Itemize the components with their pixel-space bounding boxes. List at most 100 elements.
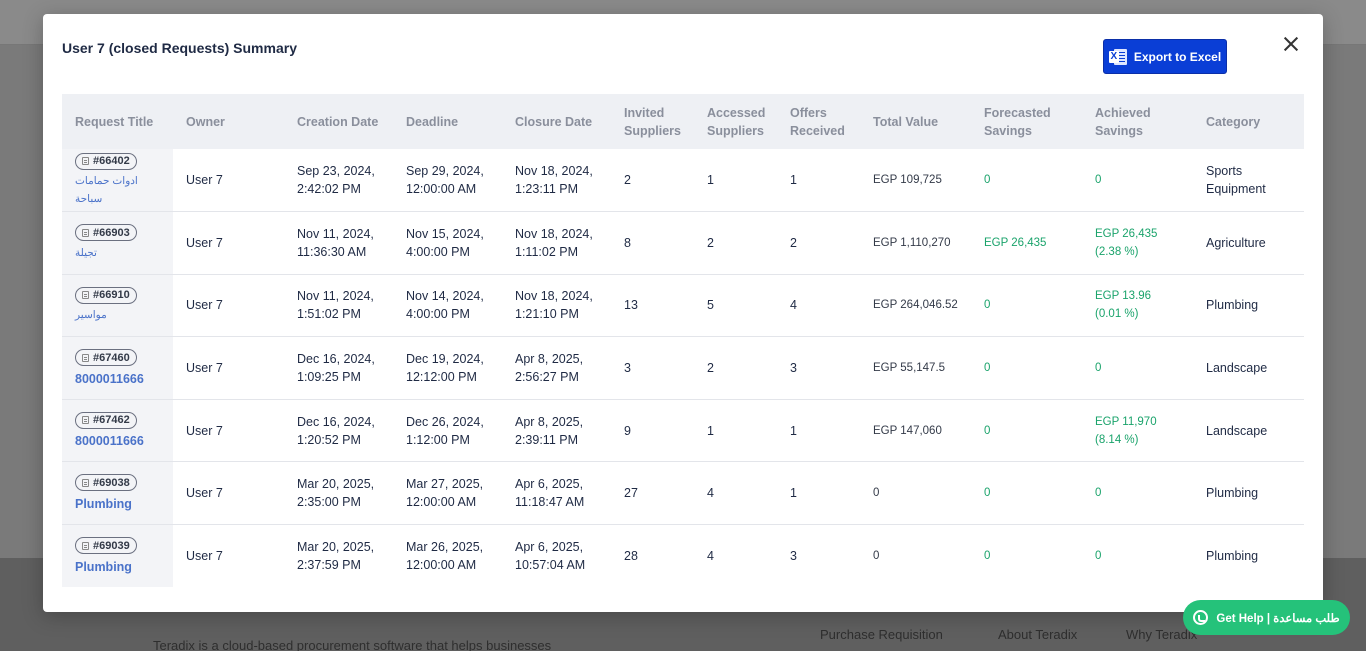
request-title-cell: #66910 مواسير: [62, 274, 173, 337]
deadline-cell: Dec 26, 2024, 1:12:00 PM: [406, 414, 484, 447]
creation-date-cell: Dec 16, 2024, 1:09:25 PM: [297, 352, 375, 385]
document-icon: [82, 541, 89, 550]
creation-date-cell: Dec 16, 2024, 1:20:52 PM: [297, 414, 375, 447]
achieved-savings-cell: EGP 13.96 (0.01 %): [1095, 290, 1152, 321]
accessed-suppliers-cell: 4: [707, 486, 714, 501]
export-to-excel-button[interactable]: X Export to Excel: [1103, 39, 1227, 74]
closure-date-cell: Nov 18, 2024, 1:21:10 PM: [515, 289, 593, 322]
table-row: #66402 ادوات حمامات سباحة User 7 Sep 23,…: [62, 149, 1304, 212]
total-value-cell: EGP 264,046.52: [873, 299, 958, 312]
get-help-button[interactable]: Get Help | طلب مساعدة: [1183, 600, 1350, 635]
request-id-badge[interactable]: #67460: [75, 349, 137, 367]
table-header-row: Request Title Owner Creation Date Deadli…: [62, 94, 1304, 149]
achieved-savings-cell: 0: [1095, 550, 1102, 563]
accessed-suppliers-cell: 1: [707, 423, 714, 438]
request-id: #69038: [93, 476, 130, 489]
total-value-cell: EGP 109,725: [873, 174, 942, 187]
request-id: #67460: [93, 351, 130, 364]
request-name-link[interactable]: 8000011666: [75, 434, 144, 449]
request-id-badge[interactable]: #66402: [75, 152, 137, 170]
requests-table: Request Title Owner Creation Date Deadli…: [62, 94, 1304, 588]
header-accessed-suppliers: Accessed Suppliers: [707, 105, 766, 138]
request-title-cell: #67460 8000011666: [62, 336, 173, 400]
accessed-suppliers-cell: 2: [707, 235, 714, 250]
achieved-savings-cell: EGP 11,970 (8.14 %): [1095, 415, 1157, 446]
category-cell: Plumbing: [1206, 298, 1259, 313]
forecasted-savings-cell: 0: [984, 299, 991, 312]
owner-cell: User 7: [186, 298, 223, 313]
request-id-badge[interactable]: #69039: [75, 537, 137, 555]
request-id-badge[interactable]: #69038: [75, 474, 137, 492]
document-icon: [82, 228, 89, 237]
header-invited-suppliers: Invited Suppliers: [624, 105, 681, 138]
deadline-cell: Sep 29, 2024, 12:00:00 AM: [406, 164, 484, 197]
achieved-savings-cell: 0: [1095, 362, 1102, 375]
creation-date-cell: Mar 20, 2025, 2:37:59 PM: [297, 540, 375, 573]
whatsapp-icon: [1193, 610, 1209, 625]
table-row: #67460 8000011666 User 7 Dec 16, 2024, 1…: [62, 336, 1304, 400]
request-name-link[interactable]: Plumbing: [75, 559, 132, 574]
close-icon[interactable]: [1281, 34, 1301, 54]
request-title-cell: #69039 Plumbing: [62, 524, 173, 588]
category-cell: Plumbing: [1206, 486, 1259, 501]
header-forecasted-savings: Forecasted Savings: [984, 105, 1051, 138]
total-value-cell: EGP 147,060: [873, 424, 942, 437]
achieved-savings-cell: EGP 26,435 (2.38 %): [1095, 227, 1158, 258]
request-id-badge[interactable]: #66910: [75, 286, 137, 304]
export-button-label: Export to Excel: [1133, 49, 1222, 64]
offers-received-cell: 1: [790, 173, 797, 188]
request-title-cell: #66402 ادوات حمامات سباحة: [62, 149, 173, 212]
deadline-cell: Nov 15, 2024, 4:00:00 PM: [406, 226, 484, 259]
owner-cell: User 7: [186, 235, 223, 250]
request-name-link[interactable]: مواسير: [75, 309, 107, 322]
invited-suppliers-cell: 28: [624, 549, 638, 564]
footer-description: Teradix is a cloud-based procurement sof…: [153, 638, 552, 651]
accessed-suppliers-cell: 1: [707, 173, 714, 188]
header-closure-date: Closure Date: [515, 114, 593, 129]
request-id: #69039: [93, 539, 130, 552]
invited-suppliers-cell: 8: [624, 235, 631, 250]
request-name-link[interactable]: ادوات حمامات سباحة: [75, 175, 138, 206]
invited-suppliers-cell: 3: [624, 361, 631, 376]
category-cell: Agriculture: [1206, 235, 1266, 250]
accessed-suppliers-cell: 4: [707, 549, 714, 564]
forecasted-savings-cell: 0: [984, 550, 991, 563]
document-icon: [82, 478, 89, 487]
header-offers-received: Offers Received: [790, 105, 845, 138]
table-row: #67462 8000011666 User 7 Dec 16, 2024, 1…: [62, 399, 1304, 462]
creation-date-cell: Sep 23, 2024, 2:42:02 PM: [297, 164, 375, 197]
request-id: #66903: [93, 226, 130, 239]
total-value-cell: EGP 55,147.5: [873, 362, 946, 375]
owner-cell: User 7: [186, 173, 223, 188]
forecasted-savings-cell: 0: [984, 174, 991, 187]
creation-date-cell: Mar 20, 2025, 2:35:00 PM: [297, 477, 375, 510]
footer-link-purchase-requisition: Purchase Requisition: [820, 627, 943, 642]
header-total-value: Total Value: [873, 114, 939, 129]
request-id-badge[interactable]: #66903: [75, 224, 137, 242]
header-achieved-savings: Achieved Savings: [1095, 105, 1151, 138]
request-name-link[interactable]: Plumbing: [75, 496, 132, 511]
closure-date-cell: Apr 8, 2025, 2:56:27 PM: [515, 352, 584, 385]
owner-cell: User 7: [186, 361, 223, 376]
request-id: #66910: [93, 289, 130, 302]
total-value-cell: 0: [873, 487, 880, 500]
get-help-label: Get Help | طلب مساعدة: [1216, 612, 1340, 625]
offers-received-cell: 3: [790, 549, 797, 564]
table-row: #69038 Plumbing User 7 Mar 20, 2025, 2:3…: [62, 461, 1304, 525]
deadline-cell: Mar 27, 2025, 12:00:00 AM: [406, 477, 484, 510]
forecasted-savings-cell: EGP 26,435: [984, 236, 1047, 249]
invited-suppliers-cell: 27: [624, 486, 638, 501]
request-title-cell: #67462 8000011666: [62, 399, 173, 462]
owner-cell: User 7: [186, 423, 223, 438]
request-id: #67462: [93, 414, 130, 427]
deadline-cell: Dec 19, 2024, 12:12:00 PM: [406, 352, 484, 385]
offers-received-cell: 1: [790, 486, 797, 501]
request-name-link[interactable]: تجيلة: [75, 246, 97, 259]
closure-date-cell: Apr 6, 2025, 11:18:47 AM: [515, 477, 585, 510]
document-icon: [82, 291, 89, 300]
request-name-link[interactable]: 8000011666: [75, 371, 144, 386]
document-icon: [82, 353, 89, 362]
total-value-cell: 0: [873, 550, 880, 563]
request-id: #66402: [93, 155, 130, 168]
request-id-badge[interactable]: #67462: [75, 411, 137, 429]
